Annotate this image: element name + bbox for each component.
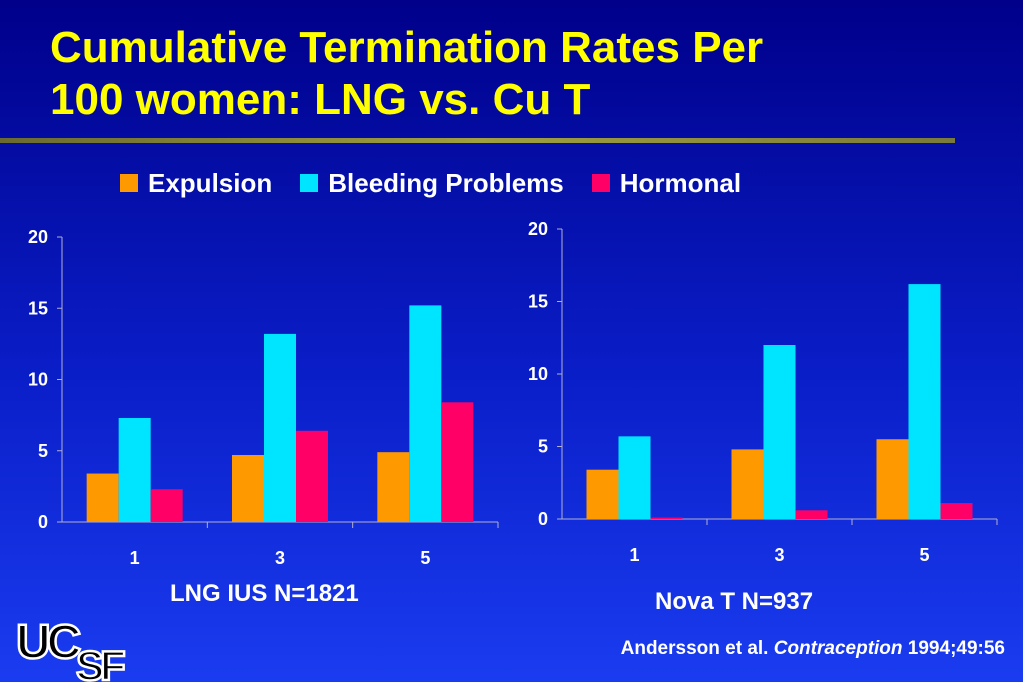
bar-hormonal-3 — [296, 430, 328, 522]
svg-text:SF: SF — [76, 642, 125, 682]
bar-hormonal-5 — [441, 402, 474, 522]
bar-expulsion-1 — [586, 469, 619, 519]
legend-item-bleeding: Bleeding Problems — [300, 168, 564, 199]
legend-label-bleeding: Bleeding Problems — [328, 167, 564, 198]
y-tick-label: 0 — [538, 509, 548, 529]
y-tick-label: 10 — [28, 370, 48, 390]
slide-title: Cumulative Termination Rates Per 100 wom… — [50, 22, 950, 126]
citation-authors: Andersson et al. — [620, 638, 769, 659]
y-tick-label: 20 — [28, 227, 48, 247]
bar-bleeding-3 — [763, 345, 796, 519]
y-tick-label: 15 — [528, 292, 548, 312]
bar-bleeding-1 — [618, 436, 651, 519]
y-tick-label: 0 — [38, 512, 48, 532]
bar-bleeding-3 — [264, 333, 296, 522]
legend-swatch-bleeding — [300, 174, 319, 192]
legend-item-expulsion: Expulsion — [120, 168, 272, 199]
chart-lng-ius: 0 5 10 15 20 1 3 5 — [28, 227, 499, 568]
title-line-1: Cumulative Termination Rates Per — [50, 23, 764, 72]
citation-ref: 1994;49:56 — [907, 638, 1005, 659]
caption-nova-t: Nova T N=937 — [655, 588, 814, 615]
x-tick-label: 1 — [130, 548, 140, 568]
y-tick-label: 15 — [28, 298, 48, 318]
bar-bleeding-1 — [118, 417, 151, 522]
bar-expulsion-3 — [731, 449, 764, 519]
svg-text:UC: UC — [16, 616, 81, 669]
caption-lng-ius: LNG IUS N=1821 — [170, 580, 359, 607]
legend-item-hormonal: Hormonal — [591, 167, 742, 199]
legend-label-hormonal: Hormonal — [619, 167, 742, 198]
bar-hormonal-1 — [650, 517, 683, 519]
citation-journal: Contraception — [773, 638, 903, 659]
ucsf-logo: UC SF — [15, 615, 131, 682]
title-line-2: 100 women: LNG vs. Cu T — [50, 75, 591, 124]
bar-expulsion-5 — [876, 439, 909, 519]
y-tick-label: 5 — [538, 437, 548, 457]
chart-legend: Expulsion Bleeding Problems Hormonal — [120, 168, 769, 198]
legend-swatch-expulsion — [120, 174, 138, 192]
x-tick-label: 5 — [919, 545, 929, 565]
chart-nova-t: 0 5 10 15 20 1 3 5 — [528, 219, 998, 565]
y-tick-label: 10 — [528, 364, 548, 384]
x-tick-label: 5 — [420, 548, 430, 568]
citation: Andersson et al. Contraception 1994;49:5… — [621, 638, 1005, 660]
bar-hormonal-1 — [150, 489, 183, 522]
bar-expulsion-1 — [86, 473, 119, 522]
title-divider — [0, 138, 955, 143]
x-tick-label: 1 — [629, 545, 639, 565]
y-tick-label: 20 — [528, 219, 548, 239]
x-tick-label: 3 — [774, 545, 784, 565]
legend-swatch-hormonal — [591, 174, 610, 192]
bar-hormonal-5 — [940, 503, 973, 519]
x-tick-label: 3 — [275, 548, 285, 568]
y-tick-label: 5 — [38, 441, 48, 461]
bar-expulsion-5 — [377, 452, 410, 522]
bar-expulsion-3 — [232, 455, 264, 522]
bar-bleeding-5 — [409, 305, 442, 522]
bar-bleeding-5 — [908, 284, 941, 519]
legend-label-expulsion: Expulsion — [148, 167, 273, 198]
bar-hormonal-3 — [795, 510, 828, 519]
